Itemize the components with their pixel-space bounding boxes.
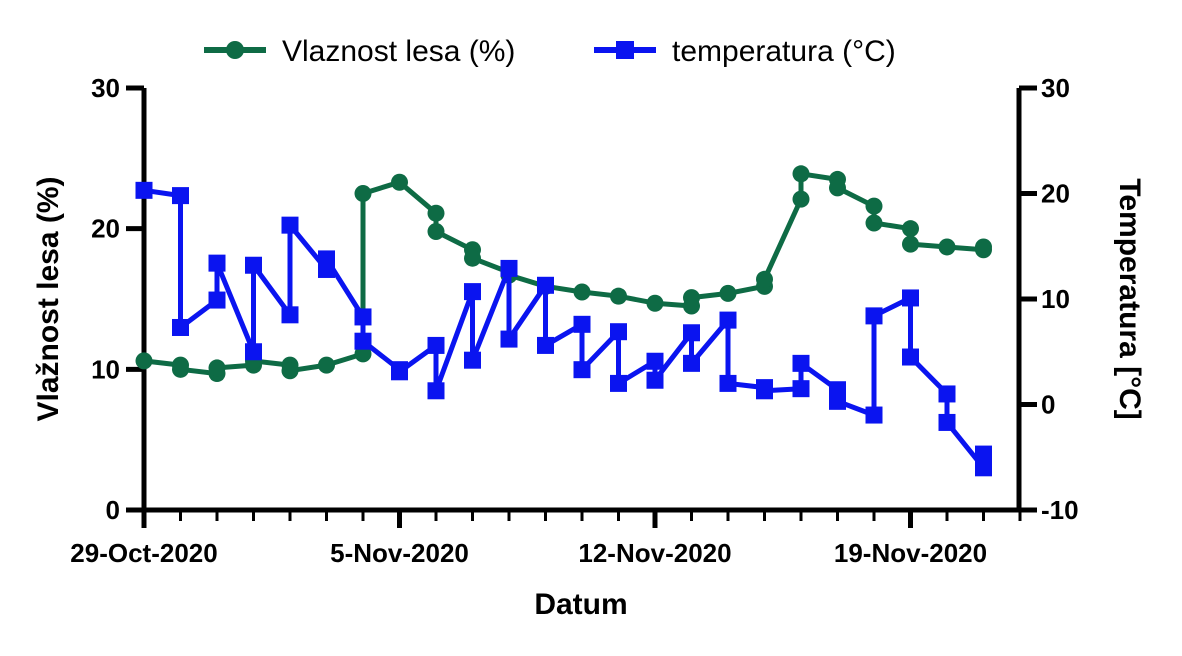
humidity-point	[719, 284, 737, 302]
legend-temperature-key	[594, 41, 656, 59]
temperature-point	[975, 445, 992, 463]
temperature-point	[318, 250, 335, 268]
temperature-point	[902, 289, 919, 307]
temperature-point	[938, 413, 956, 431]
temperature-point	[135, 181, 153, 199]
humidity-point	[610, 287, 627, 305]
humidity-point	[938, 238, 956, 256]
temperature-point	[610, 374, 627, 392]
temperature-point	[865, 307, 883, 325]
temperature-point	[354, 308, 372, 326]
legend-humidity-label: Vlaznost lesa (%)	[282, 35, 515, 68]
temperature-point	[719, 311, 737, 329]
humidity-point	[464, 249, 481, 267]
right-y-axis-title: Temperatura [°C]	[1113, 178, 1146, 419]
humidity-point	[829, 179, 846, 197]
left-y-ticks: 0 10 20 30	[91, 73, 144, 525]
temperature-point	[573, 361, 591, 379]
humidity-point	[865, 214, 883, 232]
humidity-point	[756, 270, 773, 288]
x-tick-label: 19-Nov-2020	[834, 538, 987, 568]
temperature-point	[646, 352, 664, 370]
temperature-point	[464, 283, 481, 301]
x-tick-label: 29-Oct-2020	[70, 538, 217, 568]
series-humidity	[135, 165, 992, 383]
temperature-point	[500, 259, 518, 277]
legend: Vlaznost lesa (%) temperatura (°C)	[204, 35, 896, 68]
temperature-point	[792, 354, 810, 372]
temperature-point	[281, 216, 299, 234]
x-tick-label: 12-Nov-2020	[578, 538, 731, 568]
temperature-point	[245, 343, 262, 361]
x-tick-label: 5-Nov-2020	[330, 538, 469, 568]
left-y-tick-label: 30	[91, 73, 120, 103]
temperature-point	[354, 332, 372, 350]
temperature-point	[172, 187, 189, 205]
series-layer	[135, 165, 992, 477]
temperature-point	[719, 374, 737, 392]
humidity-point	[135, 352, 153, 370]
temperature-point	[537, 336, 554, 354]
humidity-point	[865, 197, 883, 215]
temperature-point	[683, 354, 700, 372]
temperature-point	[610, 323, 627, 341]
x-axis-title: Datum	[534, 588, 627, 621]
temperature-line	[143, 187, 986, 471]
right-y-tick-label: 20	[1041, 179, 1070, 209]
humidity-point	[354, 185, 372, 202]
left-y-tick-label: 20	[91, 214, 120, 244]
left-y-tick-label: 0	[106, 495, 120, 525]
humidity-point	[573, 283, 591, 301]
right-y-tick-label: 0	[1041, 390, 1055, 420]
temperature-point	[865, 406, 883, 424]
right-y-tick-label: 30	[1041, 73, 1070, 103]
temperature-point	[281, 306, 299, 324]
temperature-point	[938, 385, 956, 403]
temperature-point	[756, 382, 773, 400]
humidity-point	[792, 190, 810, 208]
temperature-point	[208, 254, 226, 272]
temperature-point	[683, 324, 700, 342]
temperature-point	[464, 351, 481, 369]
humidity-point	[208, 359, 226, 377]
temperature-point	[500, 330, 518, 348]
temperature-point	[573, 315, 591, 333]
temperature-point	[245, 256, 262, 274]
series-temperature	[135, 181, 992, 477]
temperature-point	[646, 371, 664, 389]
humidity-line	[143, 171, 986, 377]
temperature-point	[792, 380, 810, 398]
humidity-point	[792, 165, 810, 183]
humidity-point	[427, 204, 445, 222]
humidity-point	[683, 289, 700, 307]
humidity-point	[318, 356, 335, 374]
temperature-point	[391, 363, 408, 381]
temperature-point	[902, 348, 919, 366]
humidity-point	[902, 220, 919, 238]
humidity-point	[427, 222, 445, 240]
temperature-point	[208, 291, 226, 309]
humidity-point	[902, 235, 919, 253]
temperature-point	[975, 459, 992, 477]
right-y-ticks: -10 0 10 20 30	[1019, 73, 1079, 525]
left-y-axis-title: Vlažnost lesa (%)	[32, 176, 65, 421]
humidity-point	[391, 173, 408, 191]
humidity-point	[281, 362, 299, 380]
right-y-tick-label: -10	[1041, 495, 1079, 525]
temperature-point	[537, 276, 554, 294]
right-y-tick-label: 10	[1041, 284, 1070, 314]
x-ticks: 29-Oct-2020 5-Nov-2020 12-Nov-2020 19-Nov-2…	[70, 510, 1022, 568]
humidity-point	[646, 294, 664, 312]
left-y-tick-label: 10	[91, 354, 120, 384]
humidity-point	[975, 238, 992, 256]
temperature-point	[427, 336, 445, 354]
legend-humidity-key	[204, 41, 266, 59]
legend-temperature-label: temperatura (°C)	[672, 35, 896, 68]
temperature-point	[829, 392, 846, 410]
temperature-point	[172, 318, 189, 336]
humidity-point	[172, 360, 189, 378]
temperature-point	[427, 382, 445, 400]
